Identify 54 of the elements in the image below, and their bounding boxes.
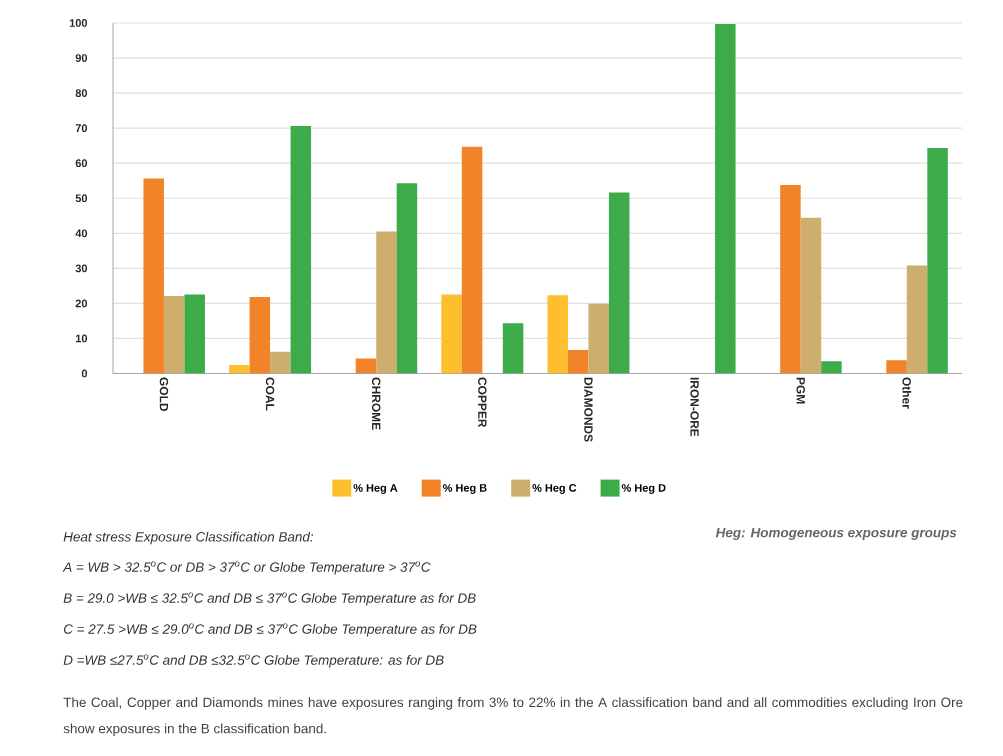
- legend-label: % Heg A: [353, 484, 398, 494]
- text: Heat stress Exposure Classification Band:: [63, 531, 314, 545]
- bar: [906, 265, 928, 374]
- y-tick-label: 30: [75, 264, 88, 273]
- bar: [355, 358, 377, 374]
- x-tick-label: IRON-ORE: [690, 377, 699, 437]
- y-tick-label: 60: [75, 159, 88, 168]
- bar: [249, 297, 271, 374]
- x-tick-label: CHROME: [371, 377, 381, 430]
- x-tick-label: COAL: [265, 377, 275, 411]
- bar: [143, 178, 164, 374]
- bar: [441, 294, 462, 374]
- y-tick-label: 10: [75, 334, 88, 343]
- bar: [396, 183, 418, 374]
- bar: [886, 360, 907, 374]
- bar: [290, 126, 312, 374]
- y-tick-label: 90: [75, 54, 88, 62]
- bar: [461, 146, 483, 374]
- legend-label: % Heg D: [621, 484, 666, 494]
- x-tick-label: GOLD: [159, 377, 169, 412]
- y-tick-label: 80: [75, 89, 88, 97]
- x-tick-label: PGM: [796, 377, 805, 404]
- text: A = WB > 32.5$^{o}$C or DB > 37$^{o}$C or Globe Temperature > 37$^{o}$C: [62, 561, 431, 575]
- bar: [821, 361, 842, 374]
- bar: [927, 148, 948, 374]
- bar: [608, 192, 630, 374]
- y-tick-label: 100: [69, 19, 88, 27]
- bar: [376, 231, 397, 374]
- legend-label: % Heg B: [442, 484, 487, 494]
- bar: [163, 296, 185, 374]
- bar: [780, 184, 801, 374]
- bar: [588, 303, 609, 374]
- text: Heg: Homogeneous exposure groups: [715, 527, 957, 541]
- y-tick-label: 70: [75, 124, 88, 133]
- legend-label: % Heg C: [532, 484, 577, 494]
- bar: [715, 24, 736, 374]
- x-tick-label: DIAMONDS: [584, 377, 593, 442]
- bar: [229, 365, 250, 374]
- bar: [800, 217, 822, 374]
- text: C = 27.5 >WB ≤ 29.0$^{o}$C and DB ≤ 37$^{o}$C Globe Temperature as for DB: [63, 623, 477, 637]
- y-tick-label: 20: [75, 299, 88, 308]
- x-tick-label: Other: [902, 377, 912, 409]
- bar: [502, 323, 524, 374]
- bar: [184, 294, 205, 374]
- text: D =WB ≤27.5$^{o}$C and DB ≤32.5$^{o}$C Globe Temperature: as for DB: [63, 654, 444, 668]
- text: B = 29.0 >WB ≤ 32.5$^{o}$C and DB ≤ 37$^{o}$C Globe Temperature as for DB: [63, 592, 476, 606]
- bar: [547, 295, 568, 374]
- bar: [270, 351, 291, 374]
- bar: [567, 350, 589, 374]
- x-tick-label: COPPER: [478, 377, 487, 428]
- y-tick-label: 50: [75, 194, 88, 203]
- y-tick-label: 40: [75, 229, 88, 238]
- y-tick-label: 0: [81, 369, 88, 378]
- text: The Coal, Copper and Diamonds mines have exposures ranging from 3% to 22% in the A classification band and all commodities excluding Iron Ore show exposures in the B classification band.: [63, 697, 963, 736]
